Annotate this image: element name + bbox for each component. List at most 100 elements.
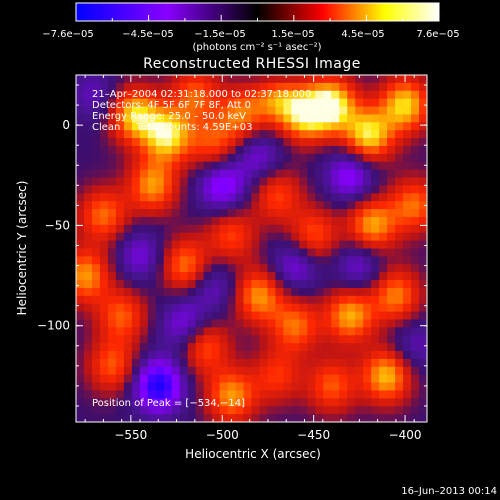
heatmap-cell	[91, 122, 101, 131]
heatmap-cell	[347, 272, 356, 281]
heatmap-cell	[331, 382, 340, 392]
heatmap-cell	[83, 232, 93, 242]
heatmap-cell	[115, 398, 125, 407]
heatmap-cell	[203, 398, 213, 407]
heatmap-cell	[235, 75, 245, 84]
heatmap-cell	[371, 224, 380, 234]
heatmap-cell	[403, 161, 412, 171]
heatmap-cell	[347, 382, 356, 392]
heatmap-cell	[403, 82, 412, 92]
heatmap-cell	[171, 287, 181, 297]
heatmap-cell	[251, 248, 261, 257]
heatmap-cell	[227, 122, 237, 131]
heatmap-cell	[179, 295, 189, 305]
heatmap-cell	[251, 224, 261, 234]
heatmap-cell	[99, 232, 109, 242]
heatmap-cell	[411, 185, 420, 194]
heatmap-cell	[187, 153, 197, 163]
heatmap-cell	[331, 90, 340, 100]
heatmap-cell	[131, 327, 141, 336]
heatmap-cell	[275, 319, 285, 328]
heatmap-cell	[315, 248, 324, 257]
heatmap-cell	[291, 358, 300, 368]
heatmap-cell	[307, 358, 316, 368]
heatmap-cell	[419, 358, 427, 368]
heatmap-cell	[171, 177, 181, 187]
heatmap-cell	[203, 390, 213, 399]
heatmap-cell	[275, 209, 285, 218]
heatmap-cell	[195, 106, 205, 116]
heatmap-cell	[91, 90, 101, 100]
heatmap-cell	[211, 366, 221, 376]
heatmap-cell	[419, 343, 427, 352]
heatmap-cell	[243, 209, 253, 218]
heatmap-cell	[275, 248, 285, 257]
heatmap-cell	[291, 153, 300, 163]
heatmap-cell	[107, 358, 117, 368]
heatmap-cell	[387, 287, 396, 297]
heatmap-cell	[195, 122, 205, 131]
heatmap-cell	[235, 224, 245, 234]
heatmap-cell	[251, 161, 261, 171]
heatmap-cell	[187, 90, 197, 100]
heatmap-cell	[235, 295, 245, 305]
heatmap-cell	[163, 343, 173, 352]
heatmap-cell	[251, 216, 261, 226]
heatmap-cell	[283, 248, 292, 257]
heatmap-cell	[139, 327, 149, 336]
heatmap-cell	[203, 153, 213, 163]
heatmap-cell	[211, 335, 221, 344]
heatmap-cell	[211, 272, 221, 281]
heatmap-cell	[99, 193, 109, 202]
heatmap-cell	[379, 216, 388, 226]
heatmap-cell	[195, 398, 205, 407]
heatmap-cell	[83, 327, 93, 336]
heatmap-cell	[363, 232, 372, 242]
heatmap-cell	[115, 335, 125, 344]
heatmap-cell	[355, 358, 364, 368]
heatmap-cell	[91, 153, 101, 163]
heatmap-cell	[147, 224, 157, 234]
heatmap-cell	[395, 145, 404, 155]
heatmap-cell	[331, 232, 340, 242]
heatmap-cell	[267, 295, 277, 305]
heatmap-cell	[347, 327, 356, 336]
heatmap-cell	[291, 248, 300, 257]
heatmap-cell	[76, 382, 85, 392]
heatmap-cell	[267, 327, 277, 336]
heatmap-cell	[107, 319, 117, 328]
heatmap-cell	[315, 185, 324, 194]
heatmap-cell	[83, 122, 93, 131]
heatmap-cell	[243, 98, 253, 108]
heatmap-cell	[211, 248, 221, 257]
heatmap-cell	[363, 138, 372, 147]
heatmap-cell	[331, 106, 340, 116]
heatmap-cell	[299, 303, 308, 313]
heatmap-cell	[315, 240, 324, 250]
heatmap-cell	[363, 106, 372, 116]
heatmap-cell	[123, 138, 133, 147]
heatmap-cell	[371, 280, 380, 289]
heatmap-cell	[139, 232, 149, 242]
heatmap-cell	[139, 161, 149, 171]
heatmap-cell	[163, 209, 173, 218]
heatmap-cell	[291, 138, 300, 147]
heatmap-cell	[307, 406, 316, 415]
heatmap-cell	[267, 366, 277, 376]
heatmap-cell	[83, 216, 93, 226]
heatmap-cell	[123, 114, 133, 123]
heatmap-cell	[211, 240, 221, 250]
heatmap-cell	[163, 335, 173, 344]
heatmap-cell	[259, 169, 269, 179]
heatmap-cell	[259, 248, 269, 257]
heatmap-cell	[115, 414, 125, 422]
heatmap-cell	[315, 224, 324, 234]
heatmap-cell	[291, 98, 300, 108]
heatmap-cell	[179, 343, 189, 352]
heatmap-cell	[323, 130, 332, 139]
heatmap-cell	[323, 201, 332, 210]
heatmap-cell	[395, 287, 404, 297]
heatmap-cell	[291, 130, 300, 139]
heatmap-cell	[387, 406, 396, 415]
heatmap-cell	[211, 185, 221, 194]
